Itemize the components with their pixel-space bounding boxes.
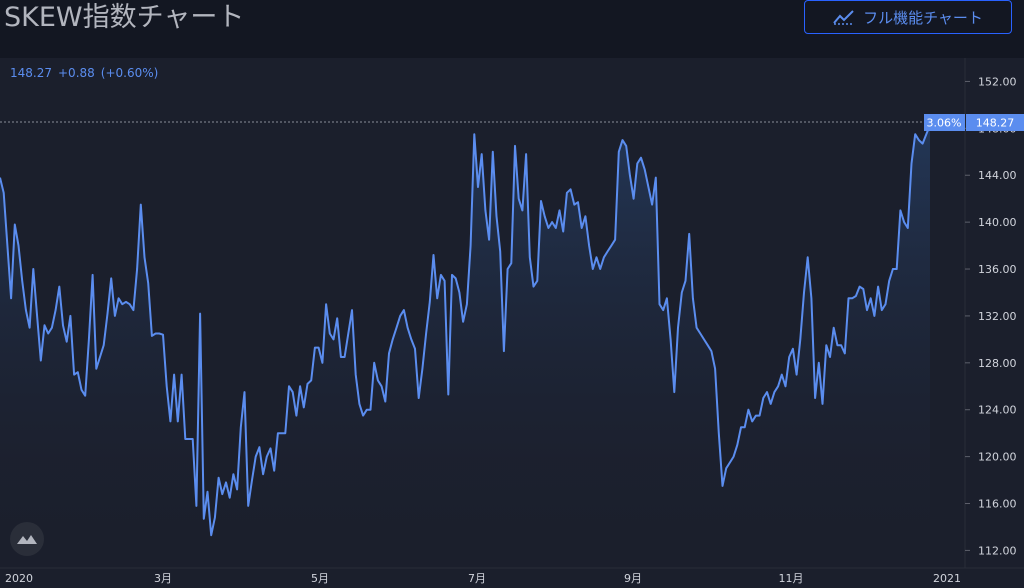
last-price: 148.27 [10, 66, 52, 80]
tradingview-logo[interactable] [10, 522, 44, 556]
full-chart-button[interactable]: フル機能チャート [804, 0, 1012, 34]
y-tick-label: 112.00 [978, 544, 1017, 557]
y-tick-label: 124.00 [978, 404, 1017, 417]
y-tick-label: 128.00 [978, 357, 1017, 370]
price-change: +0.88 [58, 66, 95, 80]
y-tick-label: 136.00 [978, 263, 1017, 276]
x-tick-label: 3月 [154, 572, 172, 585]
y-tick-label: 144.00 [978, 169, 1017, 182]
y-tick-label: 132.00 [978, 310, 1017, 323]
series-line [0, 124, 931, 537]
logo-icon [17, 535, 37, 544]
x-tick-label: 7月 [468, 572, 486, 585]
y-tick-label: 120.00 [978, 451, 1017, 464]
page-title: SKEW指数チャート [4, 2, 245, 33]
last-price-tag: 3.06% 148.27 [924, 114, 1024, 131]
x-tick-label: 9月 [624, 572, 642, 585]
series-area-fill [0, 125, 930, 568]
header: SKEW指数チャート フル機能チャート [0, 0, 1024, 48]
quote-summary: 148.27 +0.88 (+0.60%) [10, 66, 164, 80]
x-tick-label: 11月 [779, 572, 804, 585]
price-change-pct: (+0.60%) [100, 66, 159, 80]
full-chart-button-label: フル機能チャート [863, 8, 983, 27]
x-tick-label: 5月 [311, 572, 329, 585]
pct-tag-bg [924, 114, 965, 131]
x-tick-label: 2020 [5, 572, 33, 585]
x-tick-label: 2021 [933, 572, 961, 585]
y-tick-label: 116.00 [978, 498, 1017, 511]
y-tick-label: 140.00 [978, 216, 1017, 229]
pct-tag-label: 3.06% [927, 117, 962, 130]
chart-line-icon [833, 10, 855, 25]
price-tag-label: 148.27 [976, 117, 1015, 130]
price-tag-bg [966, 114, 1024, 131]
y-tick-label: 152.00 [978, 75, 1017, 88]
